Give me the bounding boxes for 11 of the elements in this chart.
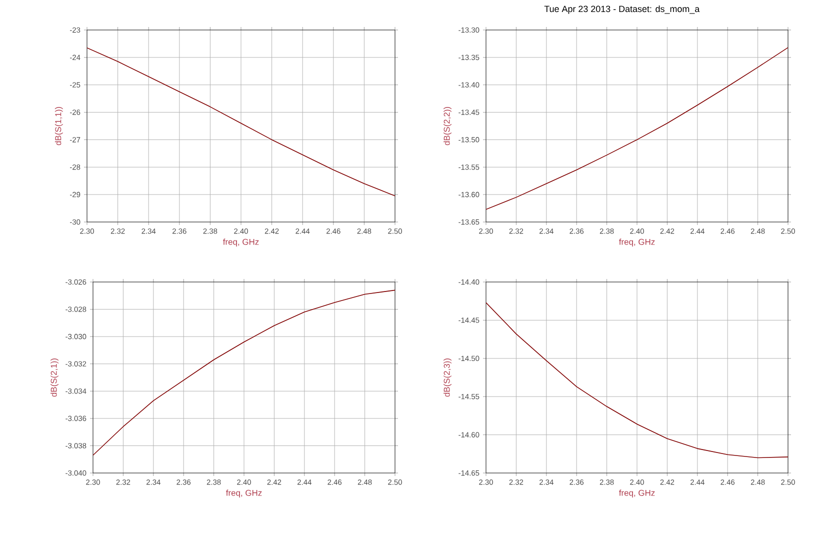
- y-axis-title: dB(S(2,3)): [444, 358, 452, 397]
- y-axis-title: dB(S(2,2)): [444, 106, 452, 146]
- x-axis-title: freq, GHz: [619, 490, 655, 498]
- x-axis-title: freq, GHz: [223, 238, 259, 247]
- x-axis-title: freq, GHz: [619, 238, 655, 247]
- y-axis-title: dB(S(2,1)): [50, 358, 58, 397]
- text: Tue Apr 23 2013 - Dataset: ds_mom_a: [544, 6, 700, 14]
- x-axis-title: freq, GHz: [226, 490, 262, 498]
- line-series: [486, 302, 788, 458]
- line-series: [486, 47, 788, 210]
- y-axis-title: dB(S(1,1)): [54, 106, 63, 146]
